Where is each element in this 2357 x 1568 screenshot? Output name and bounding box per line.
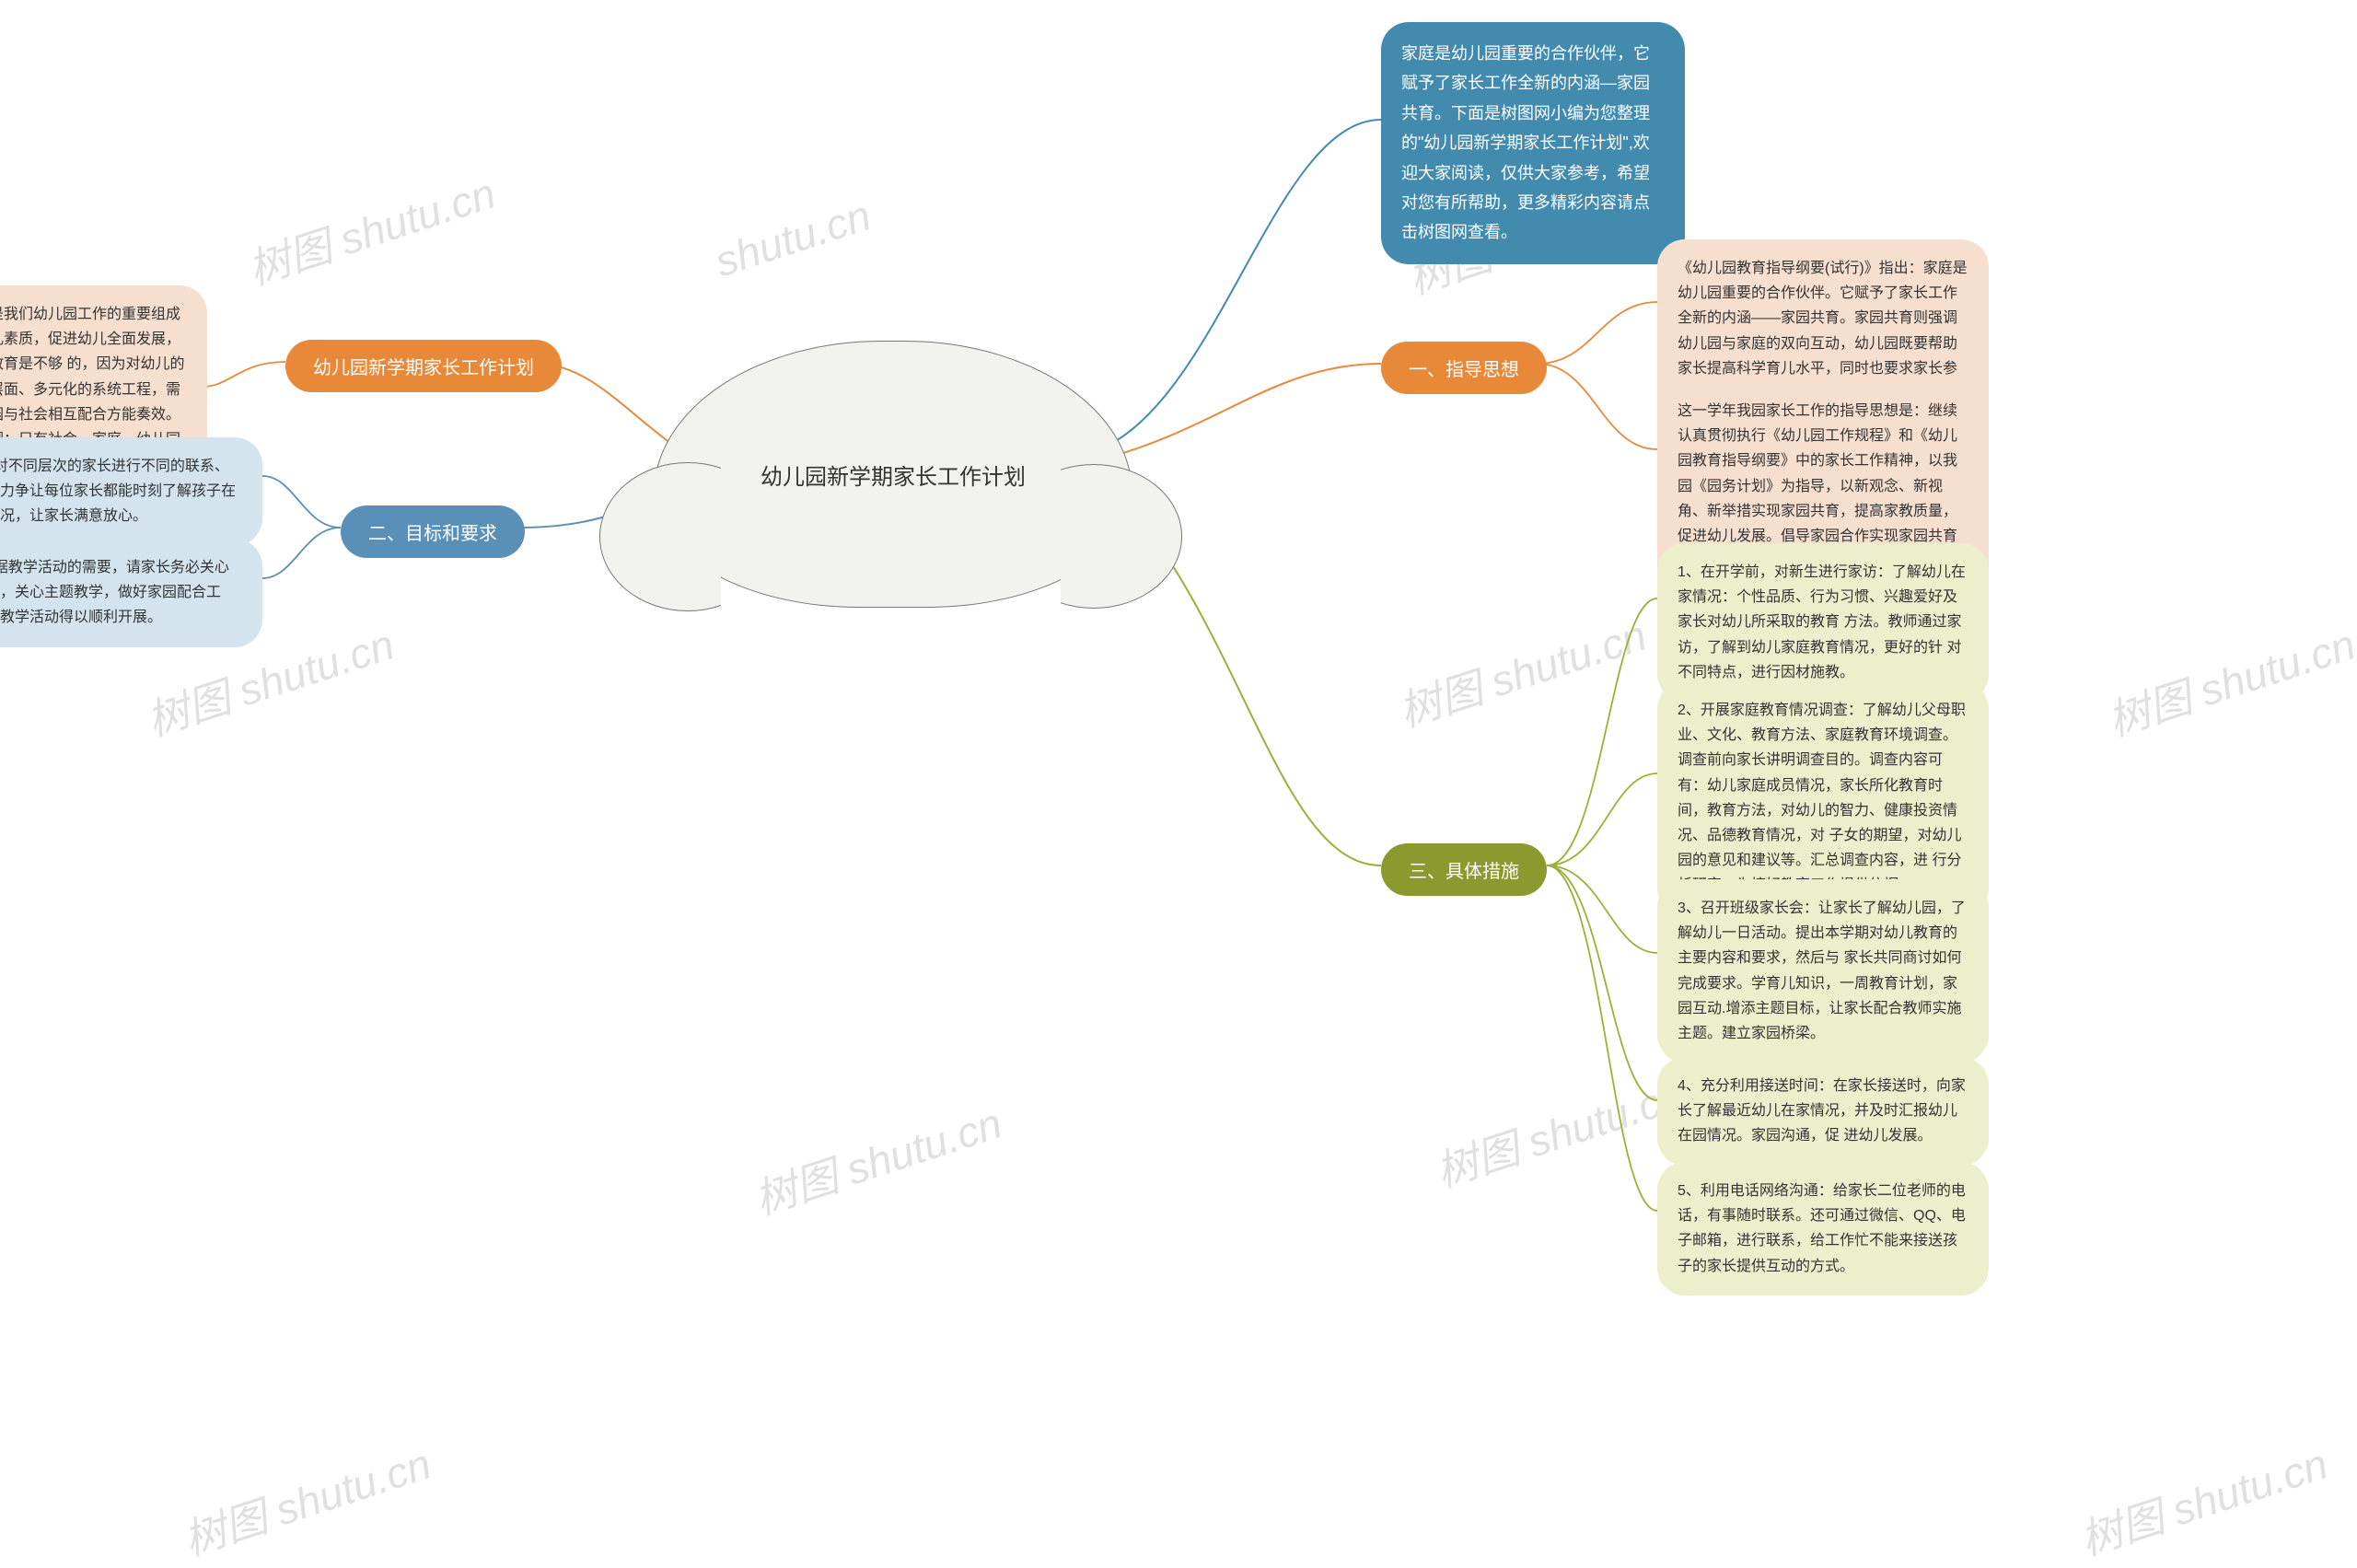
- watermark: 树图 shutu.cn: [1427, 1063, 1689, 1200]
- branch-guiding[interactable]: 一、指导思想: [1381, 342, 1547, 394]
- leaf-intro[interactable]: 家庭是幼儿园重要的合作伙伴，它赋予了家长工作全新的内涵—家园共育。下面是树图网小…: [1381, 22, 1685, 264]
- branch-measures[interactable]: 三、具体措施: [1381, 843, 1547, 896]
- watermark: 树图 shutu.cn: [239, 160, 502, 297]
- leaf-measure-1[interactable]: 1、在开学前，对新生进行家访：了解幼儿在家情况：个性品质、行为习惯、兴趣爱好及家…: [1657, 543, 1989, 702]
- leaf-measure-3[interactable]: 3、召开班级家长会：让家长了解幼儿园，了解幼儿一日活动。提出本学期对幼儿教育的主…: [1657, 879, 1989, 1063]
- center-node[interactable]: 幼儿园新学期家长工作计划: [654, 341, 1132, 608]
- leaf-measure-5[interactable]: 5、利用电话网络沟通：给家长二位老师的电话，有事随时联系。还可通过微信、QQ、电…: [1657, 1162, 1989, 1295]
- watermark: 树图 shutu.cn: [2099, 611, 2357, 749]
- watermark: 树图 shutu.cn: [2072, 1431, 2334, 1568]
- watermark: shutu.cn: [709, 190, 877, 286]
- branch-goals[interactable]: 二、目标和要求: [341, 505, 525, 558]
- leaf-goal-1[interactable]: 1、针对不同层次的家长进行不同的联系、交往，力争让每位家长都能时刻了解孩子在园的…: [0, 437, 262, 546]
- mindmap-canvas: 树图 shutu.cn shutu.cn 树图 shutu.cn 树图 shut…: [0, 0, 2357, 1535]
- watermark: 树图 shutu.cn: [1390, 602, 1653, 739]
- leaf-goal-2[interactable]: 2、根据教学活动的需要，请家长务必关心家园栏，关心主题教学，做好家园配合工作，使…: [0, 539, 262, 647]
- branch-left-plan[interactable]: 幼儿园新学期家长工作计划: [285, 340, 562, 392]
- leaf-measure-4[interactable]: 4、充分利用接送时间：在家长接送时，向家长了解最近幼儿在家情况，并及时汇报幼儿在…: [1657, 1057, 1989, 1166]
- watermark: 树图 shutu.cn: [175, 1431, 437, 1568]
- center-label: 幼儿园新学期家长工作计划: [655, 342, 1132, 607]
- watermark: 树图 shutu.cn: [746, 1090, 1008, 1227]
